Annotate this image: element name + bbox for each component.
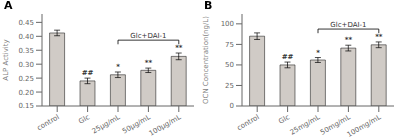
- svg-text:25mg/mL: 25mg/mL: [289, 113, 322, 137]
- svg-text:0.40: 0.40: [18, 33, 34, 41]
- svg-text:0.15: 0.15: [18, 102, 34, 110]
- svg-text:0.25: 0.25: [18, 75, 34, 83]
- svg-text:50: 50: [225, 61, 234, 69]
- svg-text:Glc+DAI-1: Glc+DAI-1: [130, 32, 166, 40]
- svg-text:Glc: Glc: [277, 113, 291, 126]
- svg-text:**: **: [145, 59, 153, 67]
- svg-text:OCN Concentration(ng/L): OCN Concentration(ng/L): [202, 16, 210, 104]
- svg-text:0.20: 0.20: [18, 89, 34, 97]
- svg-text:100μg/mL: 100μg/mL: [148, 113, 183, 138]
- svg-text:ALP Activity: ALP Activity: [8, 39, 10, 80]
- svg-text:Glc: Glc: [77, 113, 91, 126]
- svg-text:25μg/mL: 25μg/mL: [91, 113, 122, 135]
- svg-text:100: 100: [221, 20, 234, 28]
- svg-text:##: ##: [282, 53, 294, 61]
- svg-text:##: ##: [82, 69, 94, 77]
- svg-text:*: *: [316, 49, 320, 57]
- svg-text:50μg/mL: 50μg/mL: [121, 113, 152, 136]
- svg-text:75: 75: [225, 41, 234, 49]
- svg-text:Glc+DAI-1: Glc+DAI-1: [330, 21, 366, 29]
- svg-text:control: control: [36, 113, 61, 132]
- html-text:A: A: [4, 0, 13, 12]
- svg-text:*: *: [116, 63, 120, 71]
- svg-text:0.35: 0.35: [18, 47, 34, 55]
- svg-text:100mg/mL: 100mg/mL: [346, 113, 383, 138]
- html-text:B: B: [204, 0, 213, 12]
- svg-text:50mg/mL: 50mg/mL: [319, 113, 352, 137]
- svg-text:**: **: [175, 44, 183, 52]
- svg-text:**: **: [345, 36, 353, 44]
- svg-text:25: 25: [225, 82, 234, 90]
- svg-text:control: control: [236, 113, 261, 132]
- svg-text:0: 0: [230, 102, 234, 110]
- svg-text:0.30: 0.30: [18, 61, 34, 69]
- svg-text:**: **: [375, 33, 383, 41]
- svg-text:0.45: 0.45: [18, 19, 34, 27]
